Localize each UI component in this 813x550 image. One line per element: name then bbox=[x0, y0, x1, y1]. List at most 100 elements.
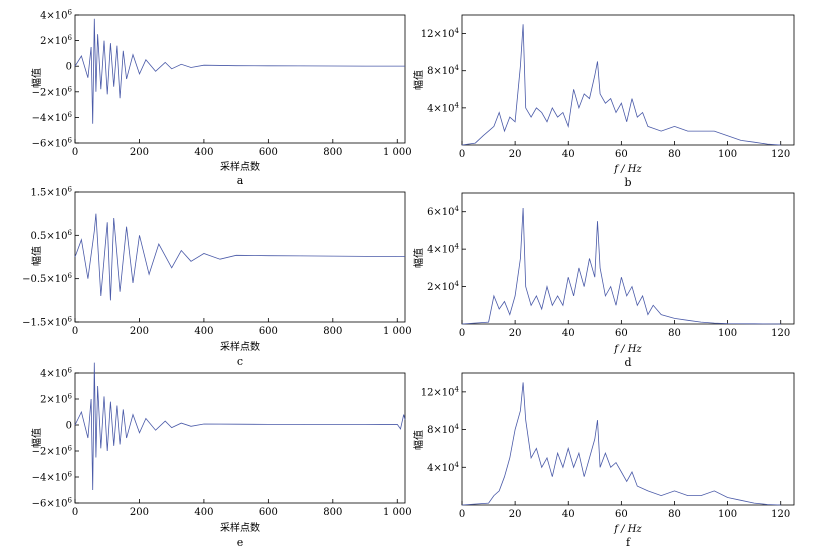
y-tick-label: −1.5×106 bbox=[22, 316, 72, 329]
x-tick-label: 60 bbox=[615, 328, 628, 339]
x-tick-label: 1 000 bbox=[383, 507, 412, 518]
panel-letter: b bbox=[624, 176, 631, 189]
y-tick-label: −2×106 bbox=[32, 445, 73, 458]
y-tick-label: 12×104 bbox=[421, 385, 460, 398]
x-tick-label: 0 bbox=[459, 509, 465, 520]
y-tick-label: −0.5×106 bbox=[22, 272, 72, 285]
x-tick-label: 40 bbox=[562, 509, 575, 520]
plot-frame bbox=[461, 192, 795, 325]
x-tick-label: 100 bbox=[718, 149, 737, 160]
tick-group: 0 200 400 600 800 1 000 −1.5×106 −0.5×106 0.5×10… bbox=[22, 186, 411, 338]
x-tick-label: 200 bbox=[130, 507, 149, 518]
x-tick-label: 80 bbox=[668, 509, 681, 520]
x-tick-label: 60 bbox=[615, 509, 628, 520]
y-tick-label: 2×106 bbox=[40, 393, 72, 406]
x-tick-label: 600 bbox=[259, 147, 278, 158]
panel-letter: f bbox=[626, 536, 631, 549]
series-line bbox=[461, 207, 781, 325]
x-tick-label: 600 bbox=[259, 326, 278, 337]
y-tick-label: 12×104 bbox=[421, 27, 460, 40]
x-tick-label: 0 bbox=[459, 328, 465, 339]
y-tick-label: −4×106 bbox=[32, 471, 73, 484]
x-tick-label: 800 bbox=[323, 507, 342, 518]
x-tick-label: 60 bbox=[615, 149, 628, 160]
y-tick-label: 2×104 bbox=[427, 280, 459, 293]
tick-group: 0 200 400 600 800 1 000 −6×106 −4×106 −2×106 0 2×1… bbox=[32, 367, 412, 519]
panel-letter: c bbox=[237, 355, 243, 368]
plot-frame bbox=[74, 372, 406, 504]
x-tick-label: 600 bbox=[259, 507, 278, 518]
x-tick-label: 400 bbox=[194, 326, 213, 337]
x-tick-label: 120 bbox=[771, 509, 790, 520]
y-tick-label: −6×106 bbox=[32, 497, 73, 510]
y-tick-label: −6×106 bbox=[32, 137, 73, 150]
y-tick-label: 4×104 bbox=[427, 461, 459, 474]
series-line bbox=[74, 362, 406, 491]
x-tick-label: 800 bbox=[323, 326, 342, 337]
x-tick-label: 800 bbox=[323, 147, 342, 158]
y-tick-label: −4×106 bbox=[32, 111, 73, 124]
x-axis-label: 采样点数 bbox=[220, 521, 260, 534]
x-tick-label: 100 bbox=[718, 509, 737, 520]
tick-group: 0 20 40 60 80 100 120 4×104 8×104 12×104 bbox=[421, 385, 791, 520]
y-axis-label: 幅值 bbox=[412, 430, 425, 450]
x-axis-label: f / Hz bbox=[613, 164, 642, 175]
series-line bbox=[461, 382, 781, 506]
panel-letter: e bbox=[237, 536, 244, 549]
y-tick-label: 1.5×106 bbox=[31, 186, 73, 199]
y-axis-label: 幅值 bbox=[412, 70, 425, 90]
series-line bbox=[461, 24, 781, 146]
x-tick-label: 20 bbox=[509, 509, 522, 520]
plot-frame bbox=[461, 14, 795, 146]
series-line bbox=[74, 213, 405, 301]
x-tick-label: 80 bbox=[668, 328, 681, 339]
x-tick-label: 1 000 bbox=[383, 147, 412, 158]
y-tick-label: 8×104 bbox=[427, 423, 459, 436]
y-tick-label: 0.5×106 bbox=[31, 229, 73, 242]
y-tick-label: 4×104 bbox=[427, 101, 459, 114]
x-tick-label: 100 bbox=[718, 328, 737, 339]
tick-group: 0 20 40 60 80 100 120 4×104 8×104 12×104 bbox=[421, 27, 791, 160]
y-tick-label: 8×104 bbox=[427, 64, 459, 77]
x-tick-label: 20 bbox=[509, 328, 522, 339]
x-tick-label: 120 bbox=[771, 328, 790, 339]
x-tick-label: 120 bbox=[771, 149, 790, 160]
x-tick-label: 40 bbox=[562, 149, 575, 160]
x-tick-label: 40 bbox=[562, 328, 575, 339]
x-axis-label: f / Hz bbox=[613, 524, 642, 535]
x-axis-label: 采样点数 bbox=[220, 160, 260, 173]
y-axis-label: 幅值 bbox=[30, 246, 43, 266]
y-tick-label: 6×104 bbox=[427, 205, 459, 218]
tick-group: 0 200 400 600 800 1 000 −6×106 −4×106 −2×106 0 2×1… bbox=[32, 9, 412, 159]
x-tick-label: 20 bbox=[509, 149, 522, 160]
y-tick-label: 4×106 bbox=[40, 9, 72, 22]
y-tick-label: −2×106 bbox=[32, 85, 73, 98]
x-tick-label: 200 bbox=[130, 147, 149, 158]
x-tick-label: 0 bbox=[72, 147, 78, 158]
panel-letter: d bbox=[624, 356, 631, 369]
y-tick-label: 0 bbox=[66, 421, 72, 432]
plot-frame bbox=[74, 191, 406, 323]
series-line bbox=[74, 18, 405, 124]
plot-frame bbox=[74, 14, 406, 144]
tick-group: 0 20 40 60 80 100 120 2×104 4×104 6×104 bbox=[427, 205, 790, 339]
x-tick-label: 1 000 bbox=[383, 326, 412, 337]
x-tick-label: 0 bbox=[72, 507, 78, 518]
panel-d: 幅值 0 20 40 60 80 100 120 2×104 4×104 6×104 f / Hz… bbox=[412, 192, 795, 369]
y-tick-label: 4×106 bbox=[40, 367, 72, 380]
panel-b: 幅值 0 20 40 60 80 100 120 4×104 8×104 12×104 f / H… bbox=[412, 14, 795, 189]
plot-frame bbox=[461, 372, 795, 506]
x-axis-label: f / Hz bbox=[613, 344, 642, 355]
x-tick-label: 400 bbox=[194, 147, 213, 158]
panel-a: 幅值 0 200 400 600 800 1 000−6×106−4×106−2×1060… bbox=[30, 9, 412, 188]
panel-letter: a bbox=[237, 174, 244, 187]
y-tick-label: 2×106 bbox=[40, 34, 72, 47]
x-tick-label: 200 bbox=[130, 326, 149, 337]
y-tick-label: 4×104 bbox=[427, 243, 459, 256]
x-tick-label: 80 bbox=[668, 149, 681, 160]
y-axis-label: 幅值 bbox=[30, 68, 43, 88]
y-tick-label: 0 bbox=[66, 62, 72, 73]
panel-c: 幅值 0 200 400 600 800 1 000 −1.5×106 −0.5×106 0.5… bbox=[22, 186, 411, 369]
x-tick-label: 400 bbox=[194, 507, 213, 518]
y-axis-label: 幅值 bbox=[30, 428, 43, 448]
